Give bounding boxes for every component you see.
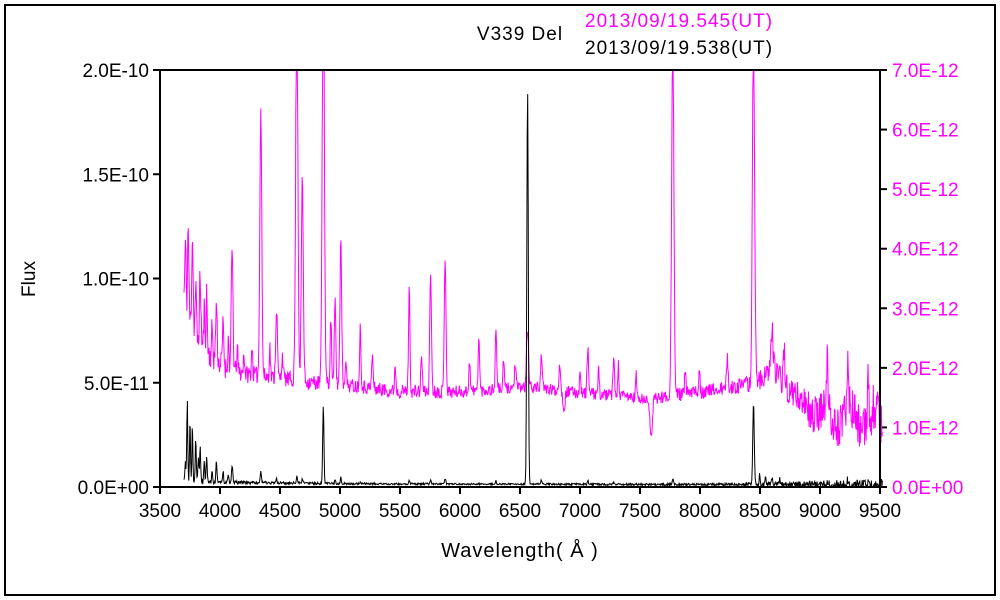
x-tick-label: 6000 (439, 501, 481, 522)
left-tick-label: 5.0E-11 (84, 374, 149, 395)
legend-series-black: 2013/09/19.538(UT) (585, 38, 774, 59)
x-tick-label: 3500 (139, 501, 181, 522)
left-tick-label: 1.5E-10 (82, 165, 149, 186)
x-tick-label: 4500 (259, 501, 301, 522)
x-tick-label: 4000 (199, 501, 241, 522)
chart-title: V339 Del (476, 24, 564, 45)
x-tick-label: 8000 (679, 501, 721, 522)
left-tick-label: 2.0E-10 (82, 61, 149, 82)
spectrum-trace-black (183, 94, 883, 489)
x-tick-label: 7500 (619, 501, 661, 522)
x-tick-label: 5500 (379, 501, 421, 522)
figure-border (4, 4, 996, 596)
x-tick-label: 8500 (739, 501, 781, 522)
legend-series-magenta: 2013/09/19.545(UT) (585, 11, 774, 32)
right-tick-label: 5.0E-12 (892, 180, 959, 201)
right-tick-label: 1.0E-12 (892, 418, 959, 439)
spectrum-trace-magenta (183, 69, 883, 447)
right-tick-label: 6.0E-12 (892, 121, 959, 142)
right-tick-label: 7.0E-12 (892, 61, 959, 82)
right-tick-label: 4.0E-12 (892, 240, 959, 261)
right-tick-label: 2.0E-12 (892, 359, 959, 380)
right-tick-label: 3.0E-12 (892, 299, 959, 320)
y-axis-label: Flux (19, 261, 40, 297)
legend: 2013/09/19.545(UT) 2013/09/19.538(UT) (585, 8, 773, 62)
right-tick-label: 0.0E+00 (892, 478, 963, 499)
x-tick-label: 7000 (559, 501, 601, 522)
x-axis-label: Wavelength( Å ) (441, 540, 599, 562)
x-tick-label: 9000 (799, 501, 841, 522)
plot-frame (159, 69, 881, 488)
left-tick-label: 0.0E+00 (78, 478, 149, 499)
x-tick-label: 6500 (499, 501, 541, 522)
x-tick-label: 9500 (859, 501, 901, 522)
left-tick-label: 1.0E-10 (82, 270, 149, 291)
x-tick-label: 5000 (319, 501, 361, 522)
